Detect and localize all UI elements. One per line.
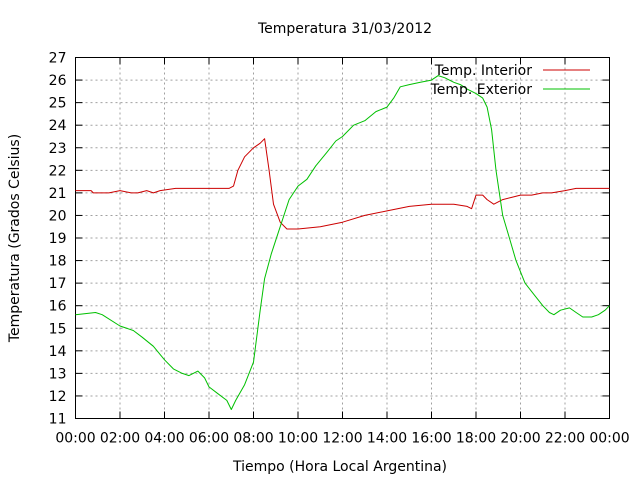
series-line-interior bbox=[75, 138, 610, 230]
legend-label: Temp. Exterior bbox=[430, 82, 533, 98]
series-line-exterior bbox=[75, 75, 610, 410]
y-tick-label: 24 bbox=[49, 118, 67, 134]
x-tick-label: 02:00 bbox=[100, 431, 140, 447]
x-axis: 00:00 02:00 04:00 06:00 08:00 10:00 12:00 14:00… bbox=[55, 57, 630, 447]
y-tick-label: 21 bbox=[49, 186, 67, 202]
y-tick-label: 11 bbox=[49, 412, 67, 428]
y-tick-label: 23 bbox=[49, 141, 67, 157]
series bbox=[75, 75, 610, 410]
x-tick-label: 08:00 bbox=[233, 431, 273, 447]
x-tick-label: 22:00 bbox=[545, 431, 585, 447]
y-tick-label: 26 bbox=[49, 73, 67, 89]
legend: Temp. Interior Temp. Exterior bbox=[430, 63, 590, 98]
x-tick-label: 14:00 bbox=[367, 431, 407, 447]
y-tick-label: 27 bbox=[49, 51, 67, 67]
x-tick-label: 10:00 bbox=[278, 431, 318, 447]
y-tick-label: 13 bbox=[49, 366, 67, 382]
legend-label: Temp. Interior bbox=[434, 63, 533, 79]
y-tick-label: 19 bbox=[49, 231, 67, 247]
y-tick-label: 14 bbox=[49, 344, 67, 360]
y-tick-label: 16 bbox=[49, 299, 67, 315]
x-tick-label: 06:00 bbox=[189, 431, 229, 447]
x-tick-label: 12:00 bbox=[322, 431, 362, 447]
y-tick-label: 18 bbox=[49, 254, 67, 270]
grid bbox=[75, 57, 610, 419]
x-tick-label: 00:00 bbox=[55, 431, 95, 447]
y-tick-label: 17 bbox=[49, 276, 67, 292]
x-axis-label: Tiempo (Hora Local Argentina) bbox=[232, 459, 447, 475]
y-axis-label: Temperatura (Grados Celsius) bbox=[7, 134, 23, 343]
x-tick-label: 04:00 bbox=[144, 431, 184, 447]
x-tick-label: 18:00 bbox=[456, 431, 496, 447]
y-tick-label: 25 bbox=[49, 96, 67, 112]
x-tick-label: 20:00 bbox=[500, 431, 540, 447]
y-axis: 11 12 13 14 15 16 17 18 19 20 21 22 23 24 25 26 27 bbox=[49, 51, 610, 428]
y-tick-label: 15 bbox=[49, 321, 67, 337]
y-tick-label: 12 bbox=[49, 389, 67, 405]
y-tick-label: 20 bbox=[49, 208, 67, 224]
x-tick-label: 00:00 bbox=[589, 431, 629, 447]
x-tick-label: 16:00 bbox=[411, 431, 451, 447]
chart-title: Temperatura 31/03/2012 bbox=[257, 21, 432, 37]
y-tick-label: 22 bbox=[49, 163, 67, 179]
